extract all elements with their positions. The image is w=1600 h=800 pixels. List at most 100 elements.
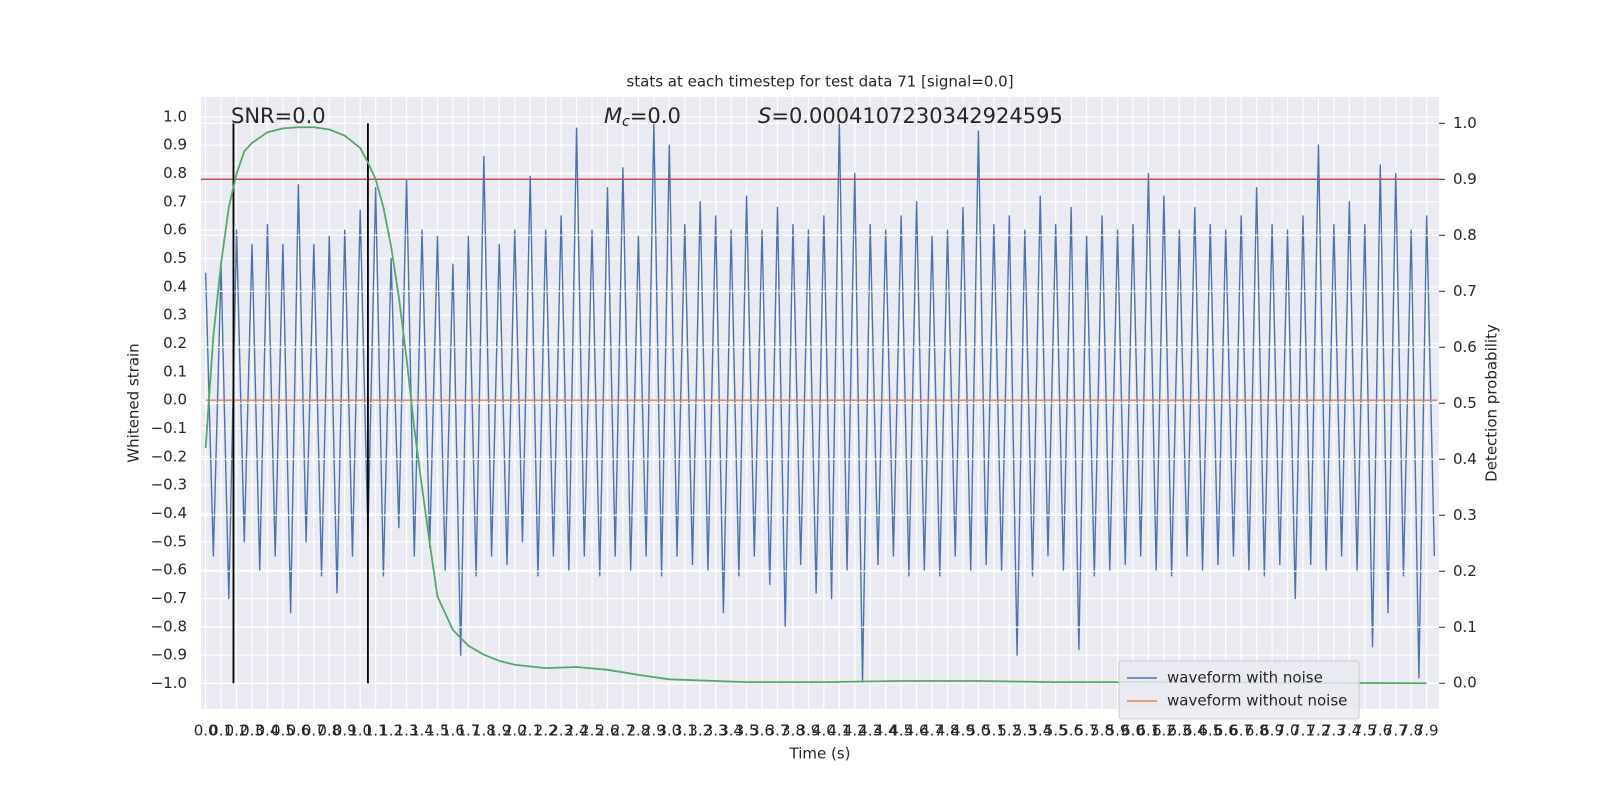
x-tick-label: 0.6: [286, 722, 310, 740]
annotation-text: c: [622, 114, 630, 130]
plot-area: 0.00.10.20.30.40.50.60.70.80.91.01.11.21…: [151, 97, 1477, 740]
annotation-text: S: [758, 104, 771, 128]
x-tick-label: 1.2: [379, 722, 403, 740]
x-tick-label: 6.3: [1167, 722, 1191, 740]
y-tick-label: 0.0: [163, 391, 187, 409]
x-tick-label: 6.6: [1214, 722, 1238, 740]
x-tick-label: 6.5: [1198, 722, 1222, 740]
x-tick-label: 3.0: [657, 722, 681, 740]
x-tick-label: 4.1: [827, 722, 851, 740]
x-tick-label: 4.7: [920, 722, 944, 740]
x-tick-label: 7.7: [1384, 722, 1408, 740]
x-tick-label: 6.1: [1137, 722, 1161, 740]
x-tick-label: 6.7: [1229, 722, 1253, 740]
y2-tick-label: 1.0: [1453, 114, 1477, 132]
x-tick-label: 2.2: [534, 722, 558, 740]
x-tick-label: 6.0: [1121, 722, 1145, 740]
x-tick-label: 7.1: [1291, 722, 1315, 740]
legend-label: waveform with noise: [1167, 669, 1323, 687]
y-tick-label: −0.8: [151, 617, 187, 635]
x-tick-label: 4.8: [936, 722, 960, 740]
x-tick-label: 4.3: [858, 722, 882, 740]
x-tick-label: 5.6: [1059, 722, 1083, 740]
x-tick-label: 5.8: [1090, 722, 1114, 740]
y2-tick-label: 0.2: [1453, 562, 1477, 580]
x-tick-label: 0.9: [333, 722, 357, 740]
x-tick-label: 3.3: [704, 722, 728, 740]
x-tick-label: 7.2: [1307, 722, 1331, 740]
x-tick-label: 3.7: [766, 722, 790, 740]
y2-tick-label: 0.5: [1453, 394, 1477, 412]
x-tick-label: 7.6: [1368, 722, 1392, 740]
x-tick-label: 0.2: [225, 722, 249, 740]
x-tick-label: 1.6: [441, 722, 465, 740]
y-tick-label: −0.3: [151, 476, 187, 494]
y2-axis-label: Detection probability: [1483, 324, 1501, 482]
y2-tick-label: 0.3: [1453, 506, 1477, 524]
series-line: [204, 121, 1436, 685]
x-tick-label: 0.5: [271, 722, 295, 740]
annotation: SNR=0.0: [231, 104, 326, 128]
x-tick-label: 6.2: [1152, 722, 1176, 740]
annotation-text: =0.0: [630, 104, 681, 128]
x-tick-label: 3.4: [719, 722, 743, 740]
x-tick-label: 2.8: [626, 722, 650, 740]
x-tick-label: 7.0: [1276, 722, 1300, 740]
y-tick-label: −0.7: [151, 589, 187, 607]
x-tick-label: 7.5: [1353, 722, 1377, 740]
annotation: S=0.0004107230342924595: [758, 104, 1063, 128]
x-tick-label: 7.8: [1399, 722, 1423, 740]
x-tick-label: 4.2: [843, 722, 867, 740]
x-tick-label: 2.4: [565, 722, 589, 740]
x-tick-label: 1.1: [364, 722, 388, 740]
y-tick-label: 0.9: [163, 136, 187, 154]
x-tick-label: 0.8: [317, 722, 341, 740]
y2-tick-label: 0.8: [1453, 226, 1477, 244]
x-tick-label: 4.6: [905, 722, 929, 740]
x-tick-label: 3.5: [735, 722, 759, 740]
annotation-text: M: [604, 104, 622, 128]
y-tick-label: −0.5: [151, 532, 187, 550]
x-tick-label: 0.0: [194, 722, 218, 740]
y2-tick-label: 0.9: [1453, 170, 1477, 188]
y-tick-label: 0.4: [163, 277, 187, 295]
y-tick-label: −0.2: [151, 447, 187, 465]
x-tick-label: 4.9: [951, 722, 975, 740]
x-tick-label: 2.7: [611, 722, 635, 740]
x-tick-label: 6.4: [1183, 722, 1207, 740]
x-tick-label: 1.5: [426, 722, 450, 740]
y-tick-label: −0.4: [151, 504, 187, 522]
y-tick-label: 0.1: [163, 362, 187, 380]
annotation: Mc=0.0: [604, 104, 681, 130]
x-tick-label: 1.8: [472, 722, 496, 740]
y2-tick-label: 0.1: [1453, 618, 1477, 636]
x-tick-label: 5.9: [1106, 722, 1130, 740]
annotation-text: =0.0004107230342924595: [771, 104, 1063, 128]
x-tick-label: 4.5: [889, 722, 913, 740]
legend-box: [1118, 660, 1360, 720]
x-tick-label: 7.3: [1322, 722, 1346, 740]
y-tick-label: −0.1: [151, 419, 187, 437]
legend: waveform with noise waveform without nois…: [1118, 660, 1360, 720]
x-tick-label: 7.9: [1415, 722, 1439, 740]
y2-tick-label: 0.0: [1453, 674, 1477, 692]
legend-label: waveform without noise: [1167, 692, 1347, 710]
y-tick-label: 0.5: [163, 249, 187, 267]
x-tick-label: 6.8: [1245, 722, 1269, 740]
y-axis-label: Whitened strain: [125, 343, 143, 462]
x-tick-label: 0.4: [256, 722, 280, 740]
x-tick-label: 2.6: [596, 722, 620, 740]
y-tick-label: 0.7: [163, 192, 187, 210]
x-tick-label: 5.4: [1028, 722, 1052, 740]
x-tick-label: 5.5: [1044, 722, 1068, 740]
y-tick-label: 0.6: [163, 221, 187, 239]
x-tick-label: 1.0: [348, 722, 372, 740]
x-tick-label: 1.9: [487, 722, 511, 740]
x-tick-label: 7.4: [1337, 722, 1361, 740]
y-tick-label: −1.0: [151, 674, 187, 692]
series-line: [204, 126, 1427, 685]
x-tick-label: 3.6: [750, 722, 774, 740]
y-tick-label: 0.8: [163, 164, 187, 182]
x-tick-label: 5.7: [1075, 722, 1099, 740]
